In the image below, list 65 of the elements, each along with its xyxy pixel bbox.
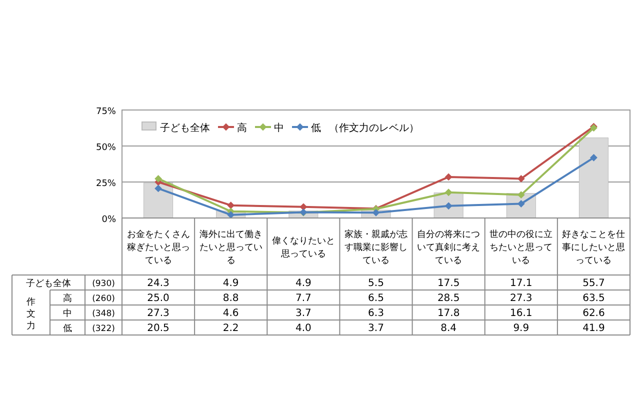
point — [300, 203, 307, 210]
data-label: 17.1 — [510, 278, 532, 289]
data-label: 4.0 — [295, 323, 312, 334]
bar — [144, 182, 174, 218]
text: 子ども全体 — [26, 279, 71, 289]
data-label: 27.3 — [147, 308, 170, 319]
data-label: 27.3 — [510, 293, 532, 304]
legend-label: 低 — [311, 123, 321, 134]
point — [154, 175, 162, 182]
data-label: 25.0 — [147, 293, 170, 304]
text: (322) — [92, 324, 115, 334]
point — [518, 191, 525, 198]
data-label: 4.9 — [222, 278, 239, 289]
data-label: 17.8 — [437, 308, 460, 319]
x-tick-label: 好きなことを仕事にしたいと思っている — [562, 229, 626, 266]
x-tick-label: 自分の将来について真剣に考えている — [417, 229, 480, 266]
point — [590, 154, 598, 162]
legend-label: 高 — [237, 122, 247, 134]
data-label: 55.7 — [582, 278, 605, 289]
y-tick-label: 0% — [102, 215, 116, 225]
point — [154, 184, 162, 192]
point — [445, 173, 452, 180]
y-tick-label: 25% — [96, 179, 116, 189]
data-label: 62.6 — [582, 308, 605, 319]
data-label: 24.3 — [147, 278, 170, 289]
data-label: 20.5 — [147, 323, 170, 334]
x-tick-label: お金をたくさん稼ぎたいと思っている — [126, 229, 190, 266]
y-tick-label: 75% — [96, 107, 116, 117]
x-tick-label: 家族・親戚が志す職業に影響している — [344, 229, 408, 266]
data-label: 3.7 — [295, 308, 312, 319]
point — [227, 202, 234, 209]
x-tick-label: 偉くなりたいと思っている — [272, 236, 335, 260]
data-label: 6.5 — [368, 293, 384, 304]
data-label: 16.1 — [510, 308, 532, 319]
legend-title: （作文力のレベル） — [329, 122, 419, 134]
data-label: 41.9 — [582, 323, 605, 334]
data-label: 7.7 — [295, 293, 312, 304]
data-label: 4.9 — [295, 278, 312, 289]
x-tick-label: 海外に出て働きたいと思っている — [199, 229, 262, 266]
data-label: 2.2 — [222, 323, 239, 334]
text: 高 — [63, 294, 72, 304]
data-label: 6.3 — [368, 308, 384, 319]
legend-label: 中 — [274, 122, 284, 134]
data-label: 9.9 — [513, 323, 530, 334]
bar — [578, 138, 608, 218]
data-label: 5.5 — [368, 278, 384, 289]
data-label: 63.5 — [582, 293, 605, 304]
text: 作文力 — [26, 296, 36, 332]
data-label: 28.5 — [437, 293, 460, 304]
text: (260) — [92, 294, 115, 304]
data-label: 17.5 — [437, 278, 460, 289]
point — [227, 211, 234, 218]
text: (930) — [92, 279, 115, 289]
data-label: 8.8 — [222, 293, 239, 304]
data-label: 4.6 — [222, 308, 239, 319]
y-tick-label: 50% — [96, 143, 116, 153]
data-label: 3.7 — [368, 323, 384, 334]
text: 中 — [63, 309, 72, 319]
legend-label: 子ども全体 — [160, 122, 210, 134]
point — [518, 175, 525, 182]
x-tick-label: 世の中の役に立ちたいと思っている — [490, 229, 553, 266]
data-label: 8.4 — [440, 323, 457, 334]
text: (348) — [92, 309, 115, 319]
text: 低 — [63, 324, 72, 334]
point — [445, 188, 452, 196]
